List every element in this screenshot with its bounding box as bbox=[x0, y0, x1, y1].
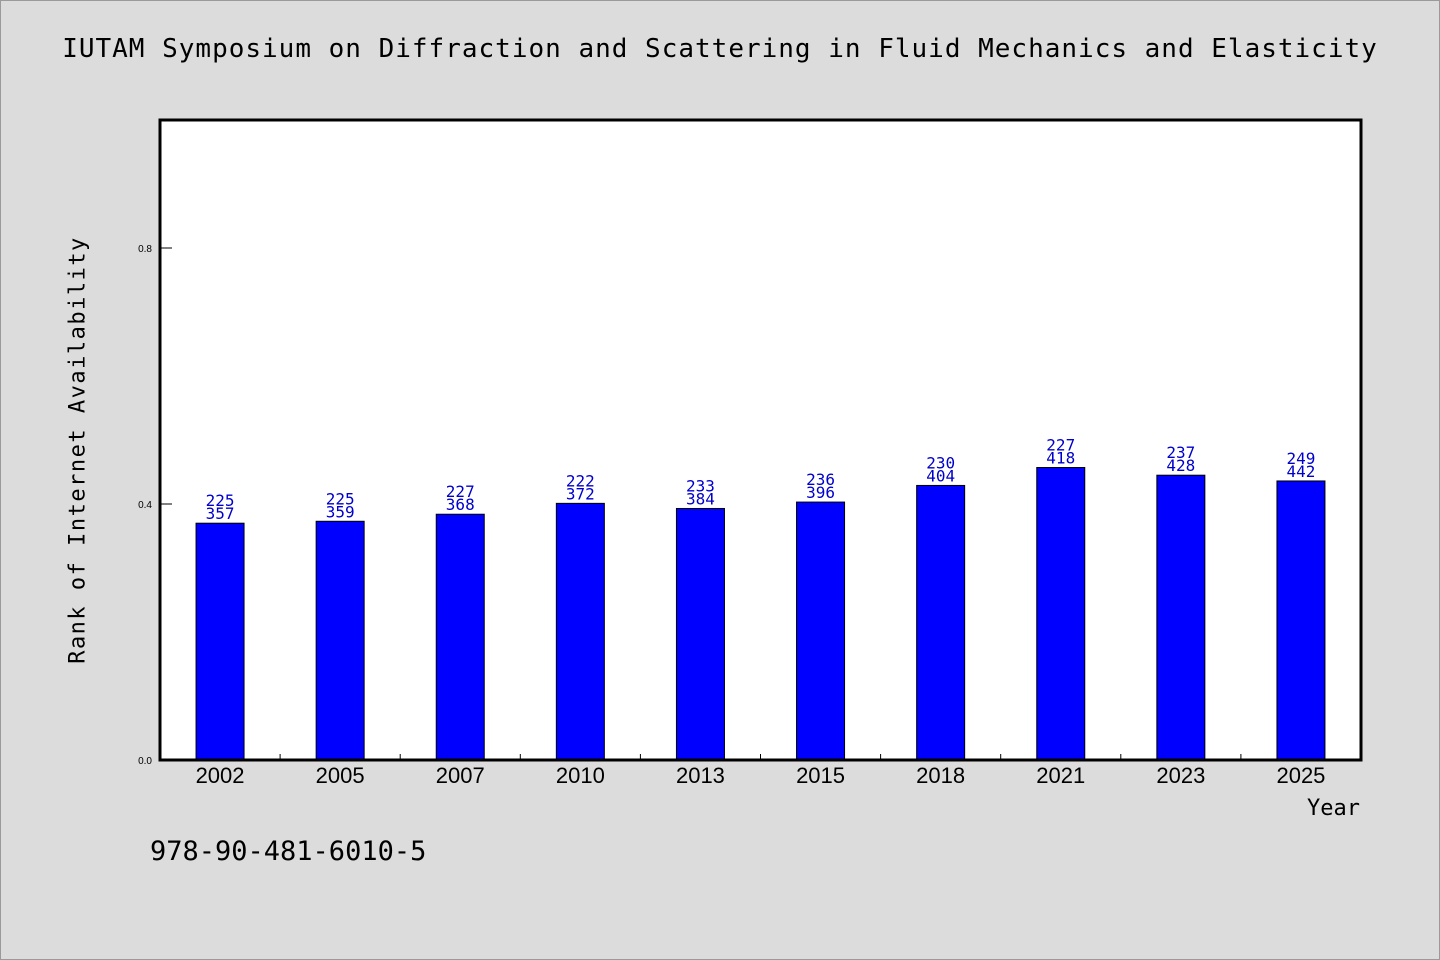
x-axis-label: Year bbox=[1307, 796, 1360, 821]
bar-label-bottom-2021: 418 bbox=[1046, 449, 1075, 468]
x-tick-label-2025: 2025 bbox=[1276, 763, 1325, 788]
bar-2013 bbox=[675, 507, 725, 761]
x-tick-label-2015: 2015 bbox=[796, 763, 845, 788]
bar-label-top-2025: 249 bbox=[1286, 449, 1315, 468]
x-tick-label-2002: 2002 bbox=[196, 763, 245, 788]
bar-label-bottom-2013: 384 bbox=[686, 489, 715, 508]
bar-label-top-2023: 237 bbox=[1166, 443, 1195, 462]
bar-label-top-2005: 225 bbox=[326, 489, 355, 508]
bar-label-top-2010: 222 bbox=[566, 471, 595, 490]
plot-border bbox=[158, 118, 1363, 762]
bar-label-bottom-2015: 396 bbox=[806, 483, 835, 502]
bar-label-top-2013: 233 bbox=[686, 476, 715, 495]
bar-label-bottom-2005: 359 bbox=[326, 502, 355, 521]
bar-label-bottom-2018: 404 bbox=[926, 466, 955, 485]
bar-2023 bbox=[1156, 474, 1206, 761]
bar-label-bottom-2010: 372 bbox=[566, 484, 595, 503]
bar-2010 bbox=[555, 502, 605, 761]
chart-title: IUTAM Symposium on Diffraction and Scatt… bbox=[62, 34, 1378, 64]
x-tick-label-2023: 2023 bbox=[1156, 763, 1205, 788]
bar-2007 bbox=[435, 513, 485, 761]
bar-2002 bbox=[195, 522, 245, 761]
isbn-label: 978-90-481-6010-5 bbox=[150, 836, 427, 867]
x-tick-label-2013: 2013 bbox=[676, 763, 725, 788]
bar-2005 bbox=[315, 520, 365, 761]
bar-label-top-2002: 225 bbox=[206, 491, 235, 510]
bar-label-top-2018: 230 bbox=[926, 453, 955, 472]
y-tick-label-0.4: 0.4 bbox=[138, 500, 152, 511]
bar-label-bottom-2007: 368 bbox=[446, 495, 475, 514]
bar-label-top-2021: 227 bbox=[1046, 436, 1075, 455]
y-tick-label-0.0: 0.0 bbox=[138, 756, 152, 767]
bar-label-top-2007: 227 bbox=[446, 482, 475, 501]
bar-2025 bbox=[1276, 480, 1326, 761]
x-tick-label-2021: 2021 bbox=[1036, 763, 1085, 788]
x-tick-label-2010: 2010 bbox=[556, 763, 605, 788]
bar-label-bottom-2025: 442 bbox=[1286, 462, 1315, 481]
x-tick-label-2005: 2005 bbox=[316, 763, 365, 788]
bar-label-bottom-2023: 428 bbox=[1166, 456, 1195, 475]
y-tick-label-0.8: 0.8 bbox=[138, 244, 152, 255]
x-tick-label-2007: 2007 bbox=[436, 763, 485, 788]
bar-2018 bbox=[916, 484, 966, 761]
bar-2021 bbox=[1036, 467, 1086, 761]
x-tick-label-2018: 2018 bbox=[916, 763, 965, 788]
bar-2015 bbox=[796, 501, 846, 761]
bar-label-top-2015: 236 bbox=[806, 470, 835, 489]
bar-label-bottom-2002: 357 bbox=[206, 504, 235, 523]
